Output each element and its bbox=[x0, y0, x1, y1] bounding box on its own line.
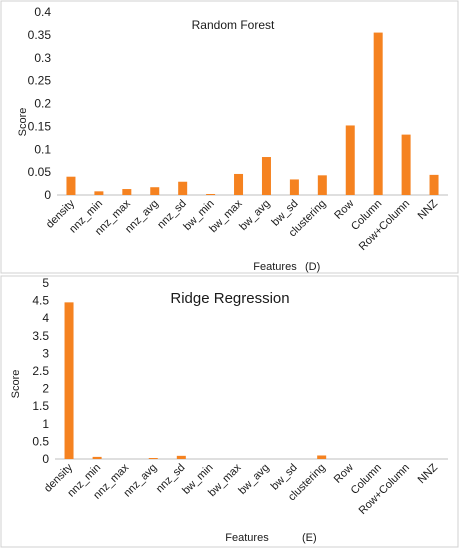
y-tick-label: 0.1 bbox=[34, 142, 51, 156]
ridge-regression-chart: Ridge Regression Score Features (E) 0 0.5… bbox=[0, 275, 459, 548]
y-tick-labels: 0 0.5 1 1.5 2 2.5 3 3.5 4 4.5 5 bbox=[32, 276, 49, 466]
bar-bw-sd bbox=[289, 179, 299, 195]
x-axis-title: Features bbox=[225, 532, 269, 544]
bar-nnz-max bbox=[122, 189, 132, 195]
x-axis-title: Features bbox=[253, 261, 297, 273]
bar-bw-min bbox=[206, 194, 216, 195]
random-forest-chart: Random Forest Score Features (D) 0 0.05 0.… bbox=[0, 0, 459, 274]
y-tick-label: 0 bbox=[42, 452, 49, 466]
bar-clustering bbox=[317, 175, 327, 195]
y-tick-label: 0.2 bbox=[34, 97, 51, 111]
bar-row-column bbox=[401, 134, 411, 195]
y-tick-label: 2 bbox=[42, 382, 49, 396]
y-tick-label: 4 bbox=[42, 311, 49, 325]
bars bbox=[66, 32, 439, 196]
panel-label: (D) bbox=[305, 261, 320, 273]
y-tick-label: 0.4 bbox=[34, 5, 51, 19]
y-tick-label: 3 bbox=[42, 346, 49, 360]
y-tick-label: 1 bbox=[42, 417, 49, 431]
y-tick-label: 2.5 bbox=[32, 364, 49, 378]
bar-nnz-avg bbox=[150, 187, 160, 195]
bar-nnz bbox=[429, 174, 439, 195]
bar-clustering bbox=[317, 455, 327, 459]
bar-nnz-min bbox=[94, 191, 104, 195]
bar-nnz-sd bbox=[176, 455, 186, 459]
bar-nnz-sd bbox=[178, 181, 188, 195]
chart-title: Ridge Regression bbox=[170, 290, 289, 307]
y-tick-label: 5 bbox=[42, 276, 49, 290]
bar-density bbox=[64, 302, 74, 459]
y-tick-label: 1.5 bbox=[32, 399, 49, 413]
bar-density bbox=[66, 176, 76, 195]
y-tick-label: 0 bbox=[44, 188, 51, 202]
y-tick-label: 4.5 bbox=[32, 294, 49, 308]
y-tick-label: 0.25 bbox=[28, 74, 52, 88]
y-tick-labels: 0 0.05 0.1 0.15 0.2 0.25 0.3 0.35 0.4 bbox=[28, 5, 52, 202]
panel-label: (E) bbox=[302, 532, 317, 544]
bars bbox=[64, 302, 327, 459]
chart-title: Random Forest bbox=[192, 18, 275, 32]
chart-frame bbox=[0, 275, 459, 548]
y-axis-title: Score bbox=[17, 108, 29, 137]
y-tick-label: 3.5 bbox=[32, 329, 49, 343]
bar-column bbox=[373, 32, 383, 196]
bar-row bbox=[345, 125, 355, 195]
y-tick-label: 0.35 bbox=[28, 28, 52, 42]
bar-nnz-min bbox=[92, 456, 102, 459]
bar-nnz-avg bbox=[148, 458, 158, 459]
bar-bw-avg bbox=[261, 157, 271, 195]
y-tick-label: 0.05 bbox=[28, 165, 52, 179]
bar-bw-max bbox=[234, 173, 244, 195]
y-axis-title: Score bbox=[10, 370, 22, 399]
y-tick-label: 0.5 bbox=[32, 434, 49, 448]
y-tick-label: 0.3 bbox=[34, 51, 51, 65]
y-tick-label: 0.15 bbox=[28, 119, 52, 133]
chart-frame bbox=[0, 0, 459, 274]
